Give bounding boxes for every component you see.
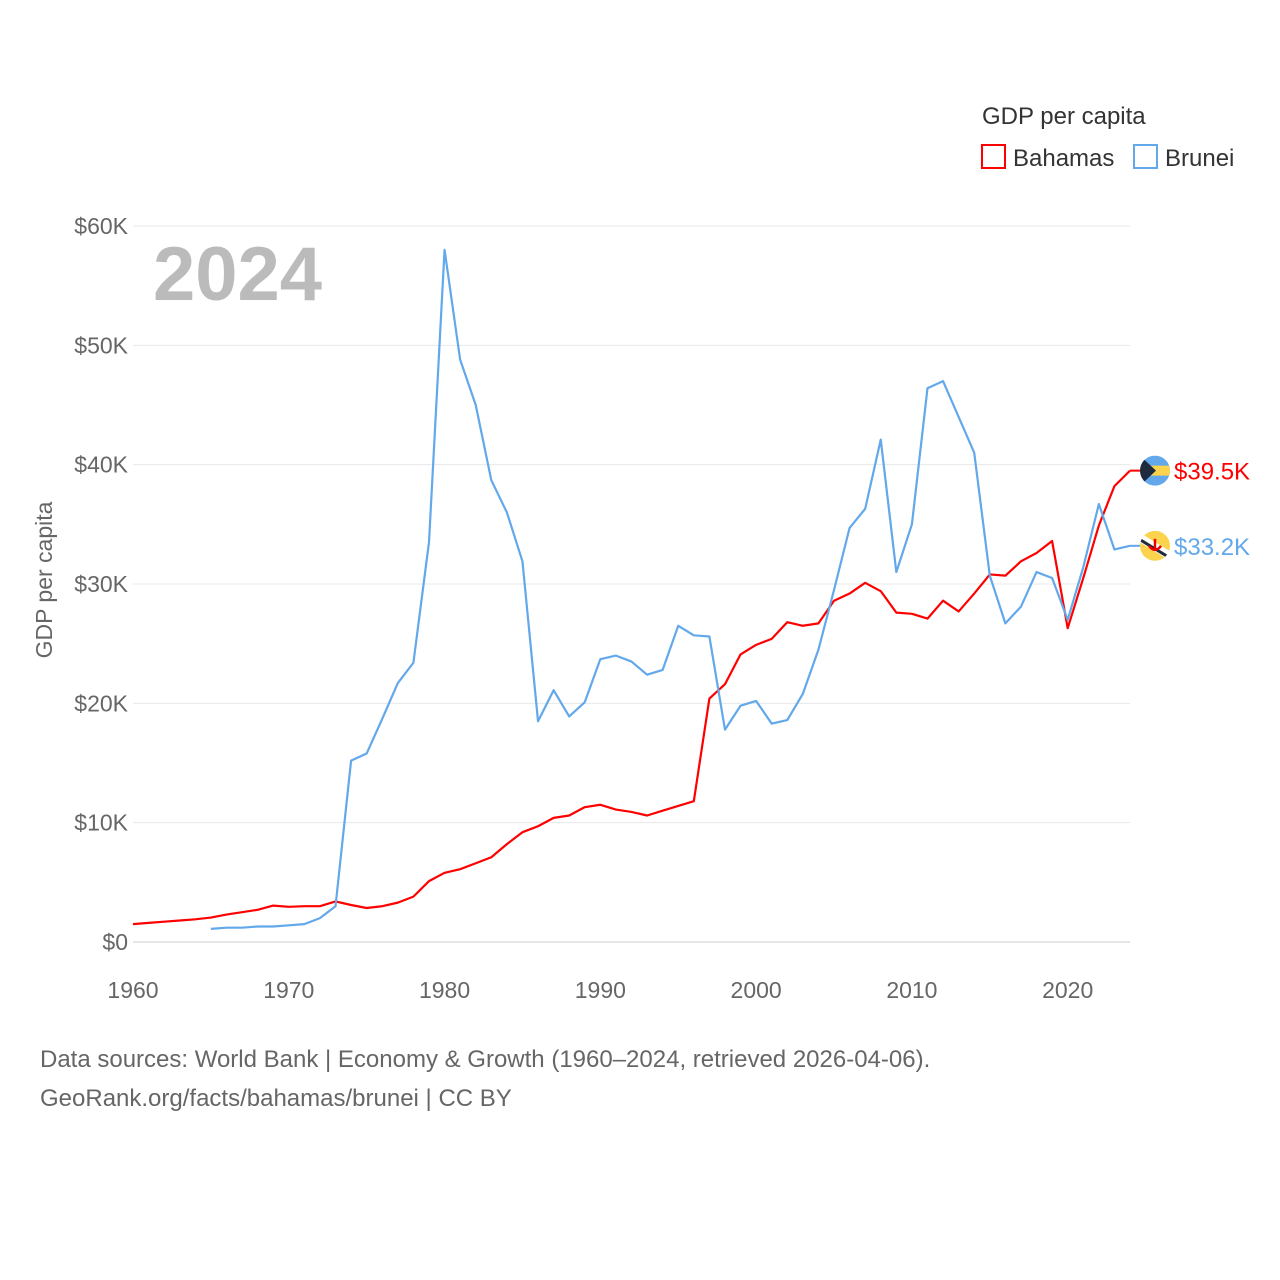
end-value-label-brunei: $33.2K	[1174, 534, 1250, 561]
legend-label-brunei: Brunei	[1165, 145, 1234, 172]
end-value-label-bahamas: $39.5K	[1174, 459, 1250, 486]
y-tick-label: $10K	[74, 810, 128, 836]
legend-swatch-bahamas	[981, 144, 1006, 169]
x-tick-label: 1990	[575, 977, 626, 1003]
legend-swatch-brunei	[1133, 144, 1158, 169]
x-tick-label: 2000	[731, 977, 782, 1003]
series-line-bahamas	[132, 469, 1131, 926]
y-tick-label: $50K	[74, 332, 128, 358]
y-tick-label: $20K	[74, 690, 128, 716]
year-label: 2024	[153, 232, 322, 317]
y-axis-label: GDP per capita	[31, 501, 57, 658]
x-tick-label: 1960	[107, 977, 158, 1003]
x-tick-label: 2020	[1042, 977, 1093, 1003]
bahamas-flag-icon	[1140, 455, 1170, 486]
y-tick-label: $40K	[74, 452, 128, 478]
x-tick-label: 2010	[886, 977, 937, 1003]
legend-title: GDP per capita	[982, 103, 1146, 130]
x-tick-label: 1970	[263, 977, 314, 1003]
y-tick-label: $60K	[74, 213, 128, 239]
legend-label-bahamas: Bahamas	[1013, 145, 1114, 172]
data-source-note: Data sources: World Bank | Economy & Gro…	[40, 1046, 931, 1073]
brunei-flag-icon	[1140, 530, 1170, 561]
y-tick-label: $30K	[74, 571, 128, 597]
x-tick-label: 1980	[419, 977, 470, 1003]
y-tick-label: $0	[102, 929, 128, 955]
series-line-brunei	[210, 248, 1131, 930]
attribution-link[interactable]: GeoRank.org/facts/bahamas/brunei | CC BY	[40, 1085, 512, 1112]
